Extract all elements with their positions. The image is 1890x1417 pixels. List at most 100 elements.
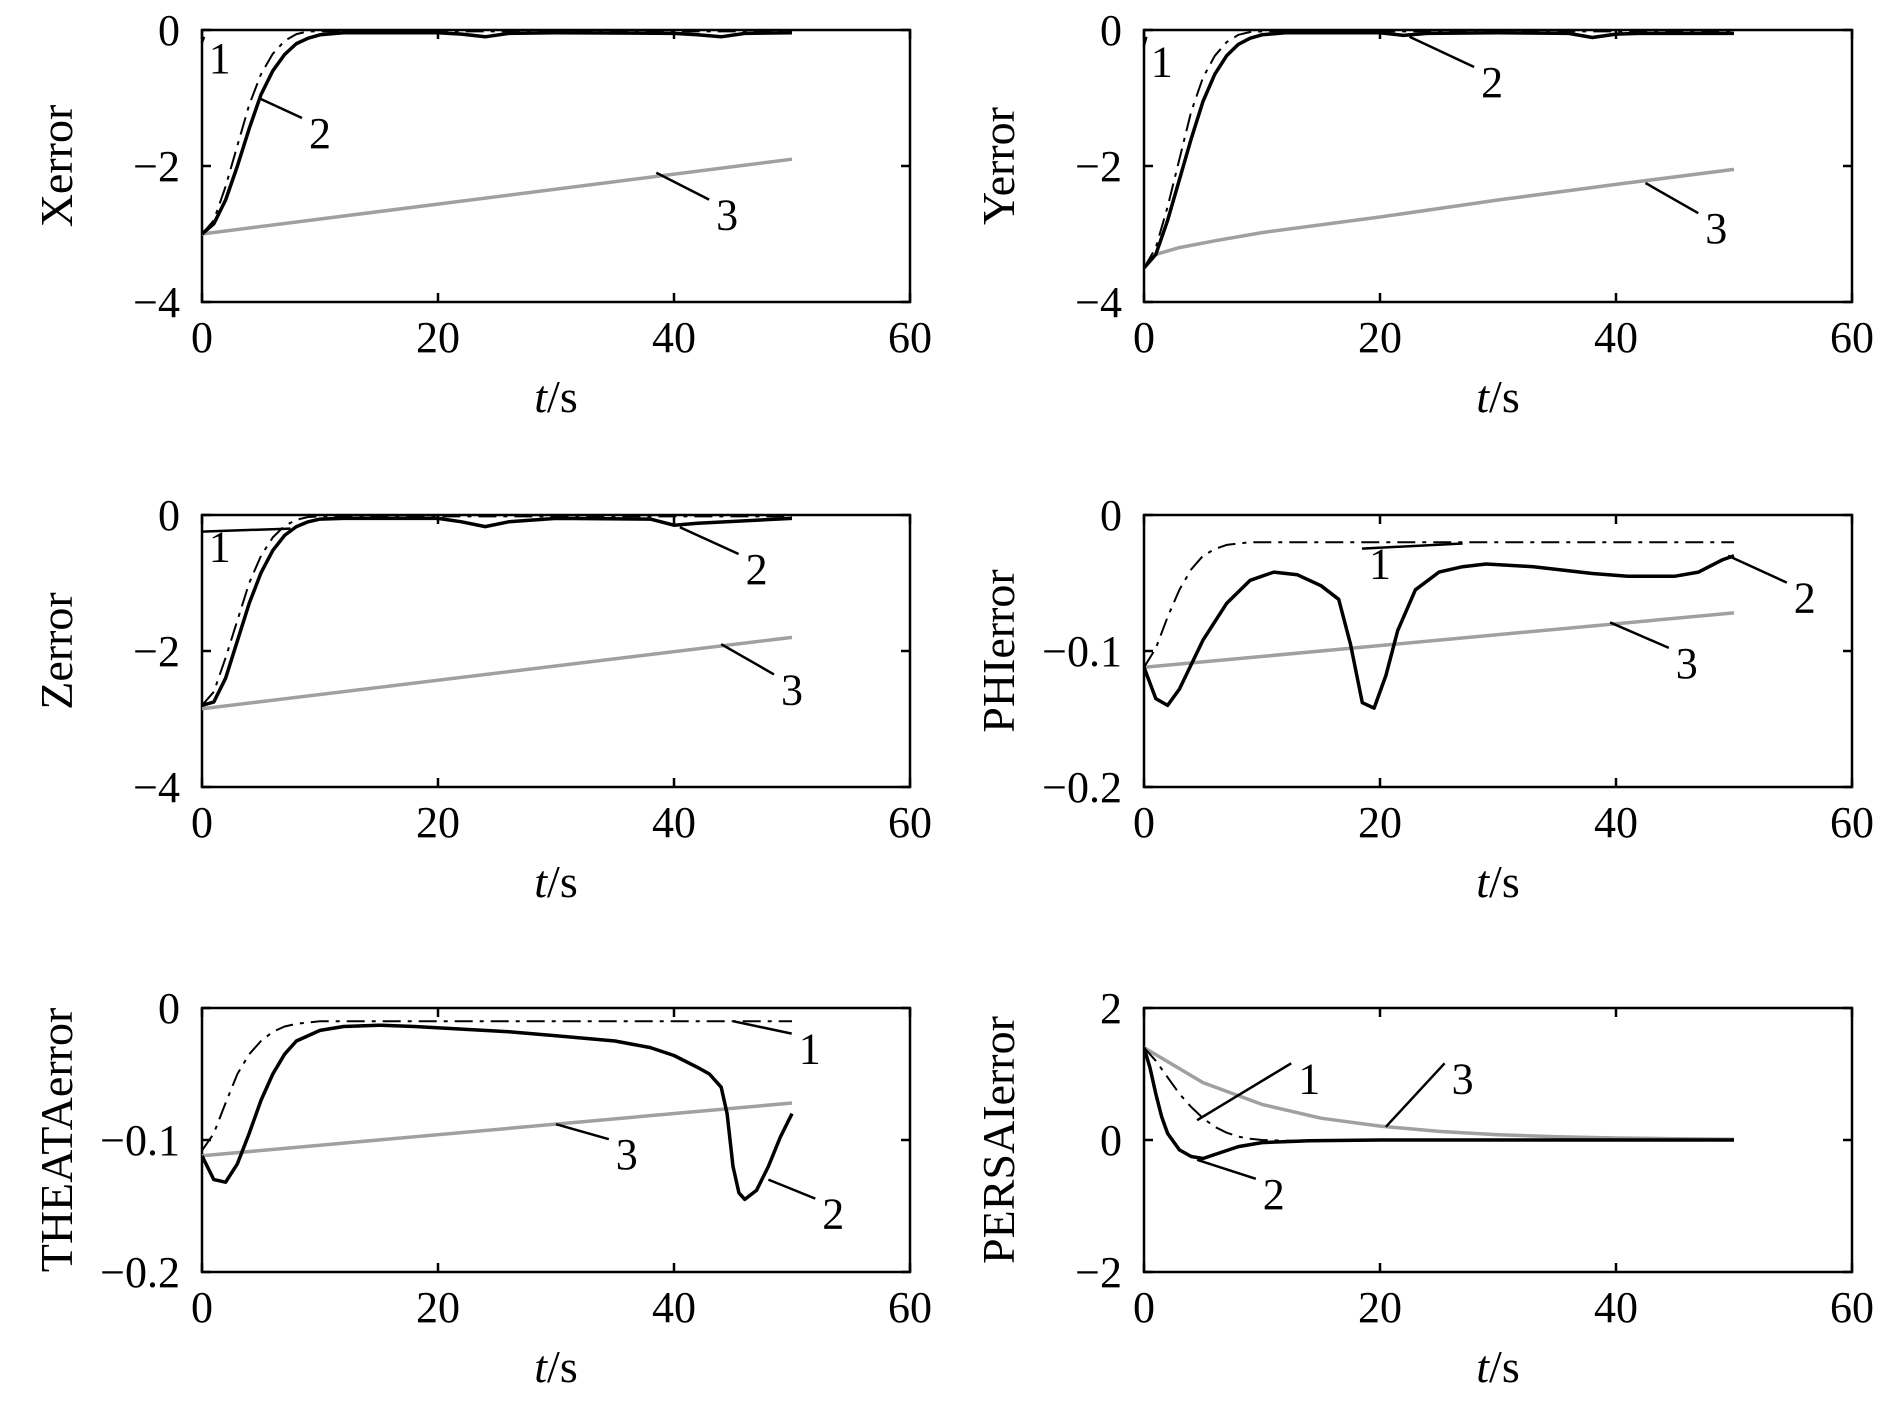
x-tick-label: 0 bbox=[1133, 798, 1155, 847]
x-tick-label: 20 bbox=[1358, 1283, 1402, 1332]
plot-frame bbox=[1142, 513, 1854, 789]
series-1-line bbox=[1144, 541, 1734, 668]
x-tick-label: 40 bbox=[1594, 1283, 1638, 1332]
y-axis-label: Zerror bbox=[31, 592, 82, 709]
series-1-label: 1 bbox=[209, 523, 231, 572]
series-1-label: 1 bbox=[1369, 540, 1391, 589]
x-axis-unit: /s bbox=[1489, 1341, 1520, 1392]
series-2-leader-line bbox=[679, 526, 740, 556]
series-3-line bbox=[202, 1101, 793, 1158]
y-tick-label: 0 bbox=[1100, 1116, 1122, 1165]
y-tick-label: −0.2 bbox=[1042, 763, 1122, 812]
chart-panel-3: 0 20 40 60 0 −2 −4 t/s Zerror 1 2 3 bbox=[31, 491, 932, 907]
series-2-leader-line bbox=[767, 1178, 816, 1200]
plot-frame bbox=[200, 513, 912, 789]
y-axis-label: PERSAIerror bbox=[973, 1016, 1024, 1264]
y-tick-label: 0 bbox=[1100, 491, 1122, 540]
series-3-label: 3 bbox=[1705, 204, 1727, 253]
x-tick-label: 40 bbox=[652, 1283, 696, 1332]
x-axis-label: t/s bbox=[1476, 371, 1519, 422]
series-3-label: 3 bbox=[616, 1130, 638, 1179]
x-axis-label: t/s bbox=[1476, 856, 1519, 907]
series-1-label: 1 bbox=[1151, 38, 1173, 87]
series-3-leader-line bbox=[1609, 621, 1670, 650]
y-tick-label: −2 bbox=[133, 142, 180, 191]
series-2-line bbox=[1144, 554, 1735, 710]
series-2-label: 2 bbox=[1263, 1170, 1285, 1219]
y-tick-label: −2 bbox=[1075, 142, 1122, 191]
x-tick-label: 0 bbox=[191, 313, 213, 362]
series-2-label: 2 bbox=[1481, 58, 1503, 107]
series-3-leader-line bbox=[555, 1122, 610, 1141]
series-2-leader-line bbox=[258, 96, 303, 120]
series-2-leader-line bbox=[1196, 1158, 1257, 1180]
series-1-label: 1 bbox=[799, 1025, 821, 1074]
x-tick-label: 20 bbox=[416, 798, 460, 847]
series-1-leader-line bbox=[1196, 1062, 1292, 1122]
y-tick-label: −2 bbox=[1075, 1248, 1122, 1297]
series-1-line bbox=[202, 515, 792, 707]
series-3-line bbox=[1144, 611, 1735, 670]
x-tick-label: 40 bbox=[652, 798, 696, 847]
x-axis-label: t/s bbox=[534, 1341, 577, 1392]
series-2-label: 2 bbox=[746, 545, 768, 594]
y-tick-label: 0 bbox=[158, 6, 180, 55]
series-3-leader-line bbox=[720, 643, 775, 676]
x-tick-label: 0 bbox=[1133, 1283, 1155, 1332]
series-3-label: 3 bbox=[1452, 1054, 1474, 1103]
series-1-leader-line bbox=[1142, 36, 1148, 47]
series-3-line bbox=[202, 635, 793, 711]
x-axis-variable: t bbox=[534, 856, 548, 907]
series-1-label: 1 bbox=[209, 34, 231, 83]
series-3-label: 3 bbox=[1676, 639, 1698, 688]
y-tick-label: −4 bbox=[1075, 278, 1122, 327]
x-tick-label: 60 bbox=[1830, 313, 1874, 362]
chart-panel-1: 0 20 40 60 0 −2 −4 t/s Xerror 1 2 3 bbox=[31, 6, 932, 422]
x-tick-label: 60 bbox=[888, 1283, 932, 1332]
series-1-line bbox=[1144, 30, 1734, 269]
series-3-line bbox=[202, 157, 793, 236]
chart-panel-2: 0 20 40 60 0 −2 −4 t/s Yerror 1 2 3 bbox=[973, 6, 1874, 422]
series-2-label: 2 bbox=[1794, 574, 1816, 623]
x-axis-variable: t bbox=[1476, 371, 1490, 422]
x-tick-label: 20 bbox=[416, 1283, 460, 1332]
x-axis-variable: t bbox=[1476, 856, 1490, 907]
x-axis-label: t/s bbox=[534, 371, 577, 422]
series-2-line bbox=[202, 30, 793, 236]
x-tick-label: 40 bbox=[1594, 798, 1638, 847]
series-2-line bbox=[1144, 30, 1734, 270]
x-tick-label: 60 bbox=[1830, 798, 1874, 847]
x-axis-unit: /s bbox=[1489, 856, 1520, 907]
x-axis-variable: t bbox=[534, 1341, 548, 1392]
series-1-leader-line bbox=[201, 527, 291, 533]
x-tick-label: 0 bbox=[191, 1283, 213, 1332]
series-3-label: 3 bbox=[781, 665, 803, 714]
x-tick-label: 40 bbox=[652, 313, 696, 362]
series-1-leader-line bbox=[1361, 542, 1463, 550]
chart-panel-4: 0 20 40 60 0 −0.1 −0.2 t/s PHIerror 1 2 3 bbox=[973, 491, 1874, 907]
x-tick-label: 40 bbox=[1594, 313, 1638, 362]
y-tick-label: 0 bbox=[158, 491, 180, 540]
x-tick-label: 0 bbox=[1133, 313, 1155, 362]
y-axis-label: Yerror bbox=[973, 107, 1024, 225]
y-tick-label: 2 bbox=[1100, 984, 1122, 1033]
series-1-leader-line bbox=[732, 1019, 792, 1035]
series-3-leader-line bbox=[1384, 1062, 1446, 1128]
x-tick-label: 20 bbox=[1358, 798, 1402, 847]
y-tick-label: −0.1 bbox=[100, 1116, 180, 1165]
series-2-line bbox=[202, 516, 793, 708]
series-1-label: 1 bbox=[1298, 1054, 1320, 1103]
series-2-label: 2 bbox=[309, 109, 331, 158]
chart-panel-5: 0 20 40 60 0 −0.1 −0.2 t/s THEATAerror 1 2 3 bbox=[31, 984, 932, 1392]
x-tick-label: 60 bbox=[888, 313, 932, 362]
x-tick-label: 20 bbox=[1358, 313, 1402, 362]
x-axis-label: t/s bbox=[1476, 1341, 1519, 1392]
x-axis-unit: /s bbox=[1489, 371, 1520, 422]
plot-frame bbox=[200, 28, 912, 304]
series-2-leader-line bbox=[1727, 554, 1788, 584]
y-tick-label: 0 bbox=[158, 984, 180, 1033]
series-2-line bbox=[202, 1023, 794, 1202]
x-tick-label: 60 bbox=[888, 798, 932, 847]
y-tick-label: −0.1 bbox=[1042, 627, 1122, 676]
